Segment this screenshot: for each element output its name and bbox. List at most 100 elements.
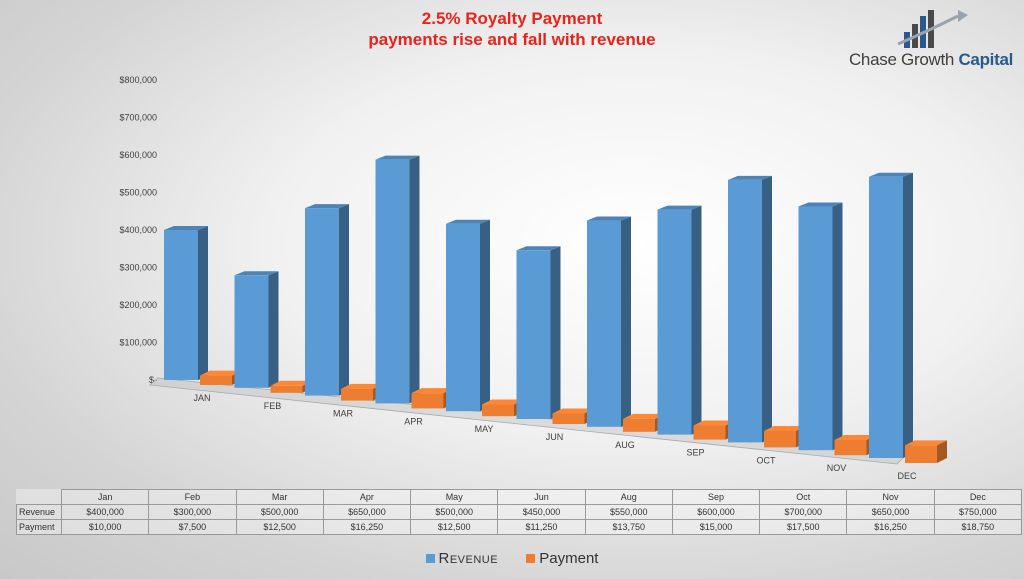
- bar-revenue-top: [516, 246, 561, 251]
- bar-revenue-front: [234, 275, 269, 388]
- data-table-column-header: May: [410, 489, 499, 505]
- data-table-column-header: Mar: [235, 489, 324, 505]
- bar-revenue: [446, 219, 490, 412]
- data-table-column-header: Jun: [497, 489, 586, 505]
- bar-revenue: [234, 271, 279, 388]
- data-table-cell-payment: $11,250: [497, 519, 586, 535]
- x-tick-label: NOV: [827, 463, 847, 473]
- bar-revenue-side: [762, 175, 772, 443]
- legend-label-revenue: Revenue: [438, 549, 499, 567]
- bar-revenue-side: [832, 202, 843, 451]
- bar-payment-top: [834, 434, 877, 440]
- bar-chart-arrow-logo-icon: [897, 10, 968, 48]
- data-table-header-row: Jan Feb Mar Apr May Jun Aug Sep Oct Nov Dec: [16, 489, 1023, 505]
- x-tick-label: MAY: [475, 424, 494, 434]
- data-table-cell-payment: $13,750: [584, 519, 673, 535]
- bar-revenue: [728, 175, 772, 443]
- bar-revenue-top: [234, 271, 279, 276]
- bar-payment-top: [482, 399, 524, 405]
- bar-revenue-front: [587, 220, 621, 427]
- bar-payment-front: [764, 430, 796, 448]
- y-tick-label: $500,000: [119, 188, 157, 198]
- bar-payment-top: [270, 380, 313, 386]
- data-table-corner: [16, 489, 62, 505]
- bar-revenue-front: [164, 230, 198, 380]
- bar-payment-top: [764, 425, 806, 431]
- y-tick-label: $-: [149, 375, 157, 385]
- bar-payment-top: [200, 370, 242, 376]
- chart-subtitle: payments rise and fall with revenue: [368, 30, 656, 49]
- logo-text-capital: Capital: [958, 50, 1014, 69]
- data-table-column-header: Dec: [933, 489, 1023, 505]
- data-table-cell-payment: $10,000: [60, 519, 150, 535]
- bar-revenue-top: [587, 216, 631, 221]
- chart-legend: Revenue Payment: [0, 549, 1024, 567]
- legend-item-revenue: Revenue: [425, 549, 499, 567]
- bar-payment: [905, 440, 947, 463]
- bar-payment-front: [905, 445, 937, 463]
- bar-revenue: [375, 155, 420, 404]
- bar-revenue: [798, 202, 843, 451]
- chart-title-line1: 2.5% Royalty Payment: [421, 9, 603, 28]
- bar-revenue-top: [657, 205, 702, 210]
- data-table-cell-payment: $12,500: [235, 519, 324, 535]
- logo-text-chase: Chase: [848, 50, 902, 69]
- bar-payment-top: [411, 388, 454, 394]
- bar-payment-side: [937, 440, 947, 463]
- y-tick-label: $800,000: [119, 75, 157, 85]
- data-table-cell-payment: $7,500: [148, 519, 237, 535]
- bar-revenue-front: [305, 208, 339, 396]
- data-table-cell-payment: $16,250: [846, 519, 935, 535]
- bar-payment-front: [411, 393, 444, 409]
- data-table-cell-revenue: $600,000: [671, 504, 761, 520]
- x-tick-label: JAN: [193, 393, 210, 403]
- bar-revenue-front: [657, 209, 692, 435]
- data-table-cell-revenue: $500,000: [410, 504, 499, 520]
- logo-wordmark: Chase Growth Capital: [846, 50, 1016, 70]
- bar-revenue: [305, 204, 349, 396]
- bar-payment-top: [693, 420, 736, 426]
- data-table-cell-revenue: $500,000: [235, 504, 324, 520]
- bar-revenue: [587, 216, 631, 427]
- bar-revenue-side: [268, 271, 279, 388]
- bar-payment-front: [482, 404, 514, 417]
- bar-revenue: [869, 172, 913, 458]
- x-tick-label: APR: [404, 416, 423, 426]
- bar-payment-top: [552, 408, 595, 414]
- data-table-cell-revenue: $400,000: [60, 504, 150, 520]
- x-tick-label: MAR: [333, 409, 354, 419]
- data-table-cell-revenue: $300,000: [148, 504, 237, 520]
- data-table: Jan Feb Mar Apr May Jun Aug Sep Oct Nov Dec Revenu…: [16, 489, 1023, 535]
- bar-revenue: [164, 226, 208, 380]
- bar-payment-front: [200, 375, 232, 385]
- data-table-column-header: Jan: [60, 489, 150, 505]
- y-tick-label: $300,000: [119, 263, 157, 273]
- x-tick-label: OCT: [757, 455, 777, 465]
- bar-payment-front: [341, 388, 373, 401]
- data-table-row-label: Revenue: [16, 504, 62, 520]
- bar-revenue-side: [480, 219, 490, 412]
- legend-swatch-revenue: [425, 554, 435, 564]
- data-table-cell-payment: $12,500: [410, 519, 499, 535]
- bar-revenue-top: [305, 204, 349, 209]
- data-table-cell-revenue: $650,000: [322, 504, 412, 520]
- chart-bars: [164, 155, 947, 463]
- bar-revenue-top: [446, 219, 490, 224]
- data-table-row-label: Payment: [16, 519, 62, 535]
- bar-payment-top: [623, 413, 665, 419]
- bar-revenue-side: [339, 204, 349, 396]
- data-table-column-header: Oct: [759, 489, 848, 505]
- y-tick-label: $200,000: [119, 300, 157, 310]
- y-axis: $- $100,000 $200,000 $300,000 $400,000 $500,0…: [119, 75, 157, 385]
- bar-revenue-side: [621, 216, 631, 427]
- bar-payment-top: [905, 440, 947, 446]
- bar-revenue-front: [798, 206, 833, 451]
- bar-revenue: [657, 205, 702, 435]
- data-table-cell-payment: $17,500: [759, 519, 848, 535]
- company-logo: Chase Growth Capital: [846, 6, 1016, 70]
- y-tick-label: $600,000: [119, 150, 157, 160]
- x-tick-label: JUN: [546, 432, 564, 442]
- legend-item-payment: Payment: [526, 550, 598, 567]
- bar-revenue-top: [164, 226, 208, 230]
- data-table-cell-revenue: $550,000: [584, 504, 673, 520]
